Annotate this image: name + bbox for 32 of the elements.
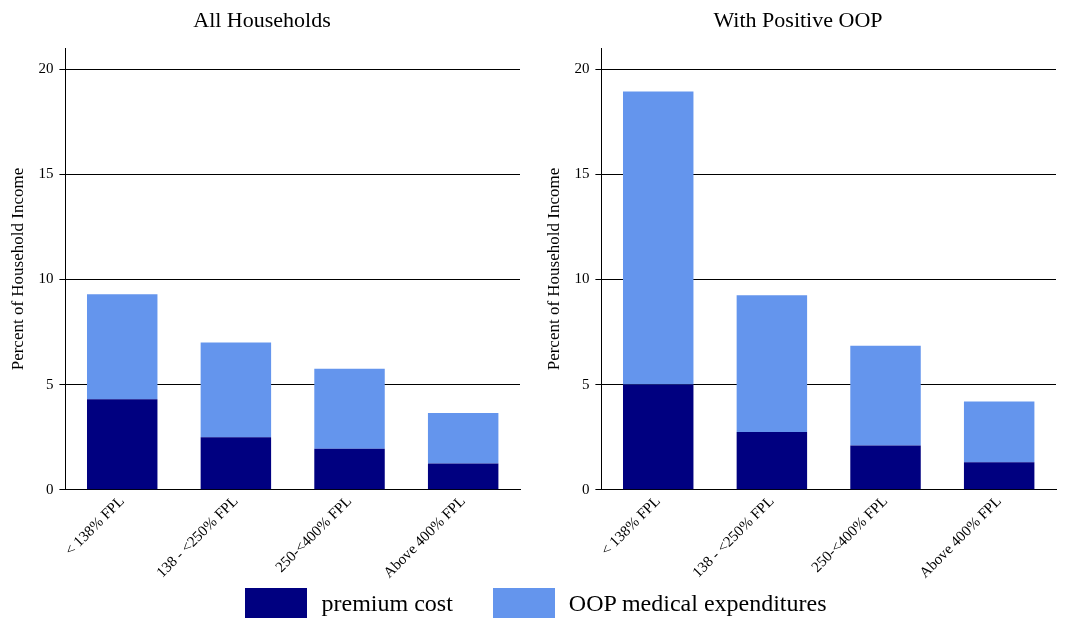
bar — [200, 342, 272, 438]
bar — [86, 294, 158, 400]
y-tick-label: 0 — [581, 480, 590, 497]
chart-title: With Positive OOP — [713, 6, 883, 32]
y-tick-label: 20 — [38, 60, 54, 77]
y-tick-label: 5 — [581, 375, 590, 392]
legend-label: premium cost — [321, 589, 453, 617]
bar — [86, 399, 158, 490]
bar — [427, 412, 499, 464]
y-axis-title: Percent of Household Income — [7, 167, 27, 371]
y-tick-label: 5 — [45, 375, 54, 392]
bar — [427, 463, 499, 490]
y-tick-label: 10 — [574, 270, 590, 287]
bar — [736, 295, 808, 432]
y-tick-label: 10 — [38, 270, 54, 287]
chart-title: All Households — [193, 6, 331, 32]
y-axis-title: Percent of Household Income — [543, 167, 563, 371]
bar — [963, 462, 1035, 490]
bar — [314, 448, 385, 490]
bar — [850, 445, 921, 490]
y-tick-label: 0 — [45, 480, 54, 497]
y-tick-label: 15 — [38, 165, 54, 182]
legend-label: OOP medical expenditures — [568, 589, 827, 617]
bar — [622, 91, 694, 385]
y-tick-label: 15 — [574, 165, 590, 182]
bar — [736, 431, 808, 490]
bar — [200, 437, 272, 490]
bar — [622, 384, 694, 490]
bar — [314, 368, 385, 449]
bar — [850, 345, 921, 446]
y-tick-label: 20 — [574, 60, 590, 77]
bar — [963, 401, 1035, 463]
